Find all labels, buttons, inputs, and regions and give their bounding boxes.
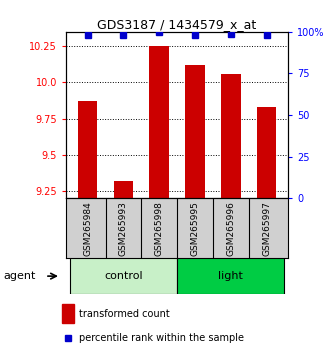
Text: GSM265993: GSM265993 [119,201,128,256]
Text: percentile rank within the sample: percentile rank within the sample [79,333,244,343]
Text: GSM265997: GSM265997 [262,201,271,256]
Bar [149,46,169,198]
Text: light: light [218,271,243,281]
Bar [185,65,205,198]
Text: transformed count: transformed count [79,309,169,319]
Title: GDS3187 / 1434579_x_at: GDS3187 / 1434579_x_at [97,18,257,31]
Bar [177,258,284,294]
Bar [78,101,98,198]
Bar [62,304,74,323]
Bar [257,107,276,198]
Text: control: control [104,271,143,281]
Bar [114,181,133,198]
Bar [70,258,177,294]
Text: agent: agent [3,271,36,281]
Text: GSM265996: GSM265996 [226,201,235,256]
Bar [221,74,241,198]
Text: GSM265998: GSM265998 [155,201,164,256]
Text: GSM265995: GSM265995 [190,201,200,256]
Text: GSM265984: GSM265984 [83,201,92,256]
